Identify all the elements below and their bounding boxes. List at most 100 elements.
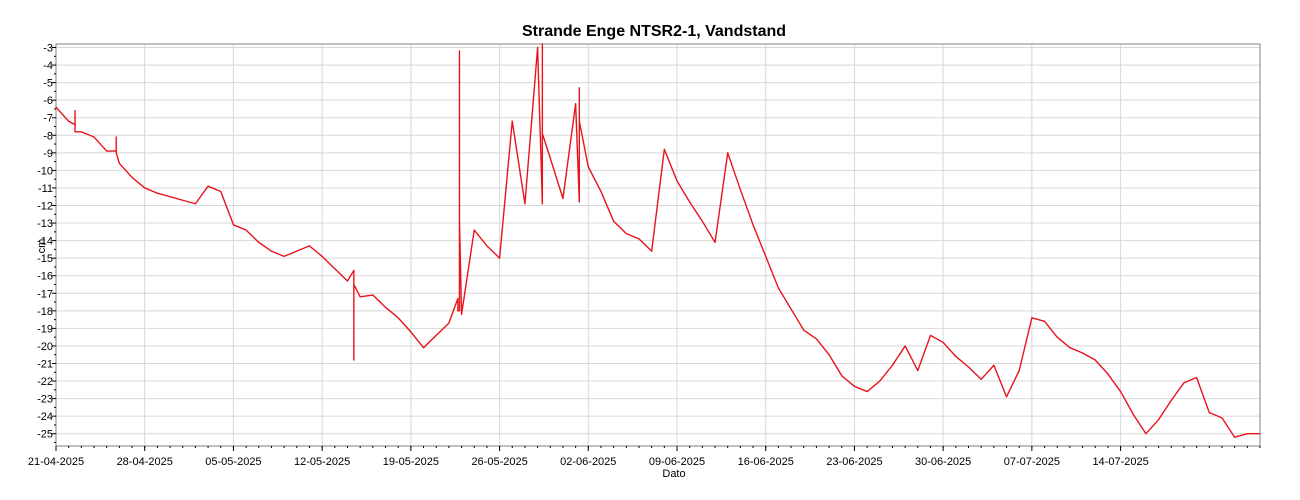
spike-point [74,131,76,133]
data-point [955,355,957,358]
data-point [1208,412,1210,414]
data-point [308,245,311,247]
data-point [828,354,830,356]
y-tick-label: -25 [37,429,53,441]
y-tick-label: -9 [43,148,53,160]
data-point [1056,336,1058,338]
spike-point [353,359,355,361]
x-tick-label: 14-07-2025 [1092,456,1148,468]
y-tick-label: -12 [37,201,53,213]
data-point [1259,433,1261,435]
y-tick-label: -8 [43,130,53,142]
spike-point [578,87,580,89]
data-point [448,322,450,324]
spike-point [457,297,459,300]
y-tick-label: -23 [37,394,53,406]
spike-point [115,150,117,152]
y-axis-label: cm [36,239,48,254]
series-layer [55,43,1261,438]
data-point [1158,419,1160,421]
data-point [1132,413,1134,415]
data-point [891,364,894,366]
y-tick-label: -16 [37,271,53,283]
data-point [93,136,95,138]
data-point [245,229,247,231]
data-point [942,341,944,344]
data-point [1145,433,1147,435]
data-point [777,287,780,289]
data-point [575,103,577,105]
x-tick-label: 28-04-2025 [117,456,173,468]
spike-point [74,110,76,112]
data-point [1221,417,1223,419]
y-tick-label: -10 [37,165,53,177]
data-point [562,197,564,200]
data-point [486,245,488,247]
x-tick-label: 30-06-2025 [915,456,971,468]
data-point [993,364,995,366]
data-point [460,313,463,315]
spike-point [115,152,117,154]
y-tick-label: -18 [37,306,53,318]
data-point [435,334,437,337]
spike-point [541,43,543,45]
y-tick-label: -22 [37,376,53,388]
data-point [258,241,260,243]
x-tick-label: 19-05-2025 [383,456,439,468]
data-point [359,296,361,298]
data-point [1094,359,1096,361]
data-point [169,196,171,198]
spike-point [353,283,355,286]
x-tick-label: 07-07-2025 [1004,456,1060,468]
plot-area-frame [55,43,1261,447]
data-point [866,390,868,393]
data-point [80,131,82,133]
y-tick-label: -6 [43,95,53,107]
data-point [321,255,323,258]
data-point [1246,433,1248,435]
data-point [790,308,792,310]
y-tick-label: -4 [43,60,53,72]
data-point [194,203,197,205]
data-point [1170,399,1172,401]
data-point [701,220,703,222]
x-axis-label: Dato [662,468,685,480]
data-point [676,180,678,182]
data-point [613,220,615,222]
x-tick-label: 12-05-2025 [294,456,350,468]
data-point [207,185,209,187]
data-point [410,331,412,333]
y-tick-label: -20 [37,341,53,353]
data-point [1183,382,1185,384]
spike-point [578,201,580,203]
x-tick-label: 23-06-2025 [826,456,882,468]
data-point [511,120,513,122]
data-point [1069,347,1071,349]
data-point [1119,390,1122,393]
data-point [651,250,653,252]
data-point [980,378,982,380]
data-point [929,334,932,337]
x-tick-label: 02-06-2025 [560,456,616,468]
y-tick-label: -5 [43,78,53,90]
data-point [422,347,425,349]
spike-point [457,310,459,312]
data-point [689,201,691,203]
data-point [55,106,57,108]
spike-point [541,203,543,205]
y-tick-label: -17 [37,288,53,300]
data-point [727,152,729,154]
data-point [663,148,665,150]
data-point [625,232,627,235]
data-point [270,250,273,252]
data-point [1196,376,1198,379]
data-point [498,257,501,259]
spike-point [541,132,543,135]
data-point [1043,320,1046,322]
data-point [600,190,602,193]
data-point [904,345,906,347]
y-tick-label: -15 [37,253,53,265]
data-point [1107,373,1109,375]
data-point [397,317,399,319]
chart-title: Strande Enge NTSR2-1, Vandstand [522,23,786,40]
